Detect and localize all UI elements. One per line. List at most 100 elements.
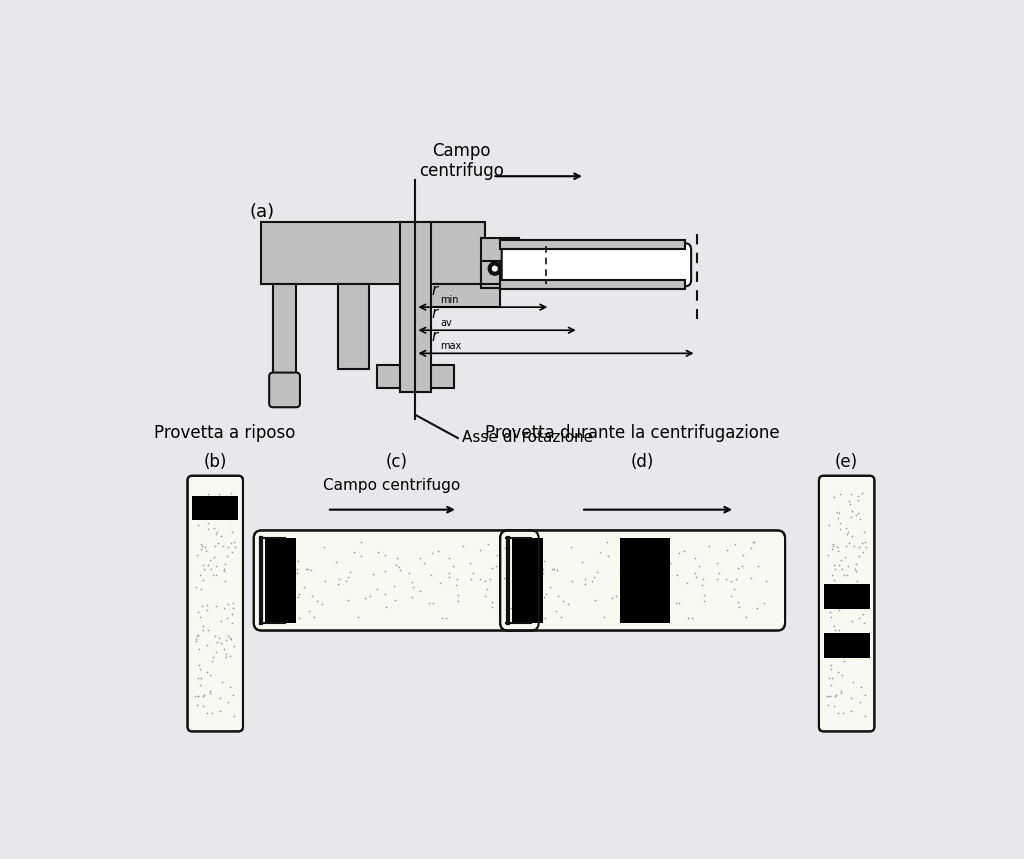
Point (425, 596, 441, 610)
Point (825, 558, 842, 572)
Point (821, 689, 838, 703)
Text: $r$: $r$ (431, 329, 440, 344)
Point (647, 566, 664, 580)
Point (463, 573, 479, 587)
Point (853, 649, 869, 663)
Bar (823, 633, 869, 658)
Point (483, 561, 500, 575)
Point (281, 607, 297, 621)
Point (587, 594, 603, 607)
Point (851, 629, 867, 643)
Point (535, 566, 551, 580)
Point (830, 666, 847, 679)
Point (537, 590, 553, 604)
Text: Campo centrifugo: Campo centrifugo (323, 478, 461, 492)
Point (211, 691, 227, 705)
Point (206, 521, 222, 535)
Point (696, 594, 713, 607)
Point (687, 566, 703, 580)
FancyBboxPatch shape (269, 373, 300, 407)
Point (207, 539, 223, 552)
Point (826, 490, 843, 504)
Point (826, 689, 843, 703)
Point (406, 581, 422, 594)
Point (462, 556, 478, 570)
Point (833, 685, 849, 698)
Point (616, 545, 633, 559)
Point (840, 635, 856, 649)
Text: Provetta durante la centrifugazione: Provetta durante la centrifugazione (484, 424, 779, 442)
Point (199, 706, 215, 720)
Point (390, 560, 407, 574)
Point (191, 678, 208, 691)
Point (822, 642, 839, 655)
Point (538, 611, 554, 624)
Point (851, 597, 867, 611)
Point (377, 564, 393, 577)
Point (819, 580, 836, 594)
Point (219, 549, 236, 563)
Point (188, 635, 205, 649)
Point (550, 588, 566, 602)
Point (599, 549, 615, 563)
Point (723, 589, 739, 603)
Point (212, 529, 228, 543)
Point (853, 631, 869, 644)
Point (614, 582, 631, 596)
Point (844, 636, 860, 649)
Point (511, 574, 527, 588)
Point (836, 655, 852, 668)
Point (711, 566, 727, 580)
Text: av: av (440, 318, 452, 327)
Point (353, 549, 370, 563)
FancyBboxPatch shape (187, 476, 243, 731)
Point (300, 562, 316, 576)
Point (222, 649, 239, 663)
Point (211, 487, 227, 501)
Bar (273, 284, 296, 384)
Point (830, 706, 847, 720)
Point (290, 554, 306, 568)
Point (199, 544, 215, 557)
Point (745, 535, 762, 549)
Point (824, 671, 841, 685)
Point (851, 611, 867, 624)
Point (221, 631, 238, 644)
Point (193, 542, 209, 556)
Point (203, 563, 219, 576)
Point (723, 575, 739, 588)
Point (669, 568, 685, 582)
Point (274, 557, 291, 571)
Point (200, 637, 216, 651)
Point (826, 624, 843, 637)
Point (856, 601, 872, 615)
Point (190, 629, 207, 643)
Point (503, 601, 519, 615)
Point (750, 601, 766, 615)
Point (195, 558, 211, 572)
Point (820, 629, 837, 643)
Point (624, 564, 640, 577)
Point (422, 568, 438, 582)
Point (830, 637, 847, 651)
Point (211, 631, 227, 645)
Point (278, 603, 294, 617)
Point (190, 606, 207, 619)
Point (821, 629, 838, 643)
FancyBboxPatch shape (819, 476, 874, 731)
Point (432, 576, 449, 590)
Point (297, 562, 313, 576)
Point (204, 655, 220, 668)
Point (198, 511, 214, 525)
Point (290, 590, 306, 604)
Point (687, 570, 703, 584)
Point (563, 575, 580, 588)
Point (825, 699, 842, 713)
Point (386, 593, 402, 606)
Point (608, 589, 625, 603)
Point (651, 581, 668, 594)
Point (190, 658, 207, 672)
Point (289, 562, 305, 576)
Point (839, 569, 855, 582)
Point (421, 595, 437, 609)
